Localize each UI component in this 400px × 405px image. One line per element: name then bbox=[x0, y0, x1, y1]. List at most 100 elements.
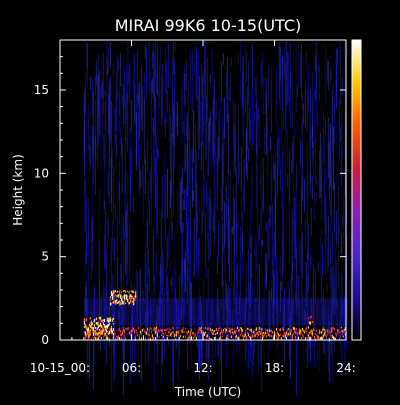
noise-streak bbox=[317, 58, 319, 71]
noise-streak bbox=[155, 136, 157, 201]
noise-streak bbox=[116, 308, 118, 322]
echo-pixel bbox=[129, 302, 131, 305]
noise-streak bbox=[163, 298, 166, 325]
noise-streak bbox=[197, 315, 199, 372]
noise-streak bbox=[201, 211, 203, 233]
noise-streak bbox=[104, 292, 106, 315]
echo-pixel bbox=[189, 332, 192, 337]
echo-pixel bbox=[262, 335, 265, 338]
echo-pixel bbox=[93, 324, 96, 326]
noise-streak bbox=[306, 175, 308, 228]
noise-streak bbox=[290, 274, 292, 339]
noise-streak bbox=[207, 233, 209, 262]
noise-streak bbox=[166, 90, 168, 113]
noise-streak bbox=[164, 48, 166, 93]
echo-pixel bbox=[100, 324, 103, 327]
echo-pixel bbox=[127, 299, 129, 302]
noise-streak bbox=[197, 50, 199, 103]
echo-pixel bbox=[266, 332, 269, 334]
noise-streak bbox=[258, 263, 260, 323]
noise-streak bbox=[235, 166, 237, 232]
echo-pixel bbox=[299, 332, 302, 335]
noise-streak bbox=[163, 183, 165, 221]
echo-pixel bbox=[337, 333, 340, 335]
noise-streak bbox=[195, 183, 197, 239]
echo-pixel bbox=[310, 332, 313, 335]
noise-streak bbox=[127, 298, 130, 325]
echo-pixel bbox=[106, 335, 109, 338]
noise-streak bbox=[238, 320, 240, 345]
noise-streak bbox=[326, 247, 328, 273]
noise-streak bbox=[118, 309, 120, 331]
echo-pixel bbox=[268, 334, 271, 337]
echo-pixel bbox=[172, 331, 175, 335]
noise-streak bbox=[84, 301, 86, 333]
noise-streak bbox=[209, 322, 211, 332]
noise-streak bbox=[241, 72, 243, 109]
noise-streak bbox=[299, 53, 301, 89]
noise-streak bbox=[250, 174, 252, 208]
noise-streak bbox=[235, 297, 237, 314]
noise-streak bbox=[338, 272, 340, 337]
noise-streak bbox=[126, 203, 128, 264]
noise-streak bbox=[86, 42, 88, 69]
noise-streak bbox=[84, 249, 86, 272]
noise-streak bbox=[150, 165, 152, 194]
noise-streak bbox=[246, 86, 248, 151]
noise-streak bbox=[84, 180, 86, 232]
noise-streak bbox=[153, 278, 155, 293]
echo-pixel bbox=[84, 325, 87, 328]
noise-streak bbox=[325, 200, 327, 250]
noise-streak bbox=[240, 146, 242, 192]
echo-pixel bbox=[105, 325, 108, 328]
noise-streak bbox=[287, 53, 289, 103]
noise-streak bbox=[253, 111, 255, 124]
noise-streak bbox=[138, 155, 140, 191]
noise-streak bbox=[245, 297, 247, 305]
echo-pixel bbox=[240, 327, 243, 331]
noise-streak bbox=[276, 139, 278, 194]
noise-streak bbox=[147, 41, 149, 49]
noise-streak bbox=[333, 288, 335, 314]
noise-streak bbox=[261, 277, 263, 286]
noise-streak bbox=[121, 95, 123, 106]
noise-streak bbox=[344, 173, 346, 196]
noise-streak bbox=[186, 134, 188, 171]
echo-pixel bbox=[323, 329, 326, 331]
echo-pixel bbox=[135, 290, 137, 293]
noise-streak bbox=[306, 213, 308, 260]
noise-streak bbox=[323, 319, 325, 355]
noise-streak bbox=[144, 243, 146, 290]
noise-streak bbox=[217, 339, 219, 357]
noise-streak bbox=[295, 174, 297, 229]
noise-streak bbox=[181, 298, 184, 325]
echo-pixel bbox=[181, 331, 184, 333]
y-tick-label: 10 bbox=[34, 166, 49, 180]
noise-streak bbox=[130, 150, 132, 175]
noise-streak bbox=[297, 298, 300, 325]
noise-streak bbox=[85, 280, 87, 316]
echo-pixel bbox=[129, 333, 132, 337]
echo-pixel bbox=[150, 327, 153, 331]
echo-pixel bbox=[123, 302, 125, 305]
noise-streak bbox=[115, 298, 118, 325]
echo-pixel bbox=[124, 337, 127, 340]
noise-streak bbox=[170, 133, 172, 198]
noise-streak bbox=[112, 274, 114, 300]
echo-pixel bbox=[258, 326, 261, 330]
noise-streak bbox=[334, 247, 336, 312]
echo-pixel bbox=[236, 326, 239, 329]
noise-streak bbox=[309, 298, 312, 325]
noise-streak bbox=[264, 77, 266, 115]
echo-pixel bbox=[136, 334, 139, 337]
noise-streak bbox=[104, 218, 106, 268]
noise-streak bbox=[199, 328, 201, 368]
echo-pixel bbox=[116, 295, 118, 298]
noise-streak bbox=[243, 158, 245, 213]
noise-streak bbox=[245, 298, 248, 325]
noise-streak bbox=[206, 162, 208, 216]
echo-pixel bbox=[171, 331, 174, 333]
echo-pixel bbox=[125, 291, 127, 293]
echo-pixel bbox=[291, 336, 294, 340]
echo-pixel bbox=[107, 317, 110, 320]
